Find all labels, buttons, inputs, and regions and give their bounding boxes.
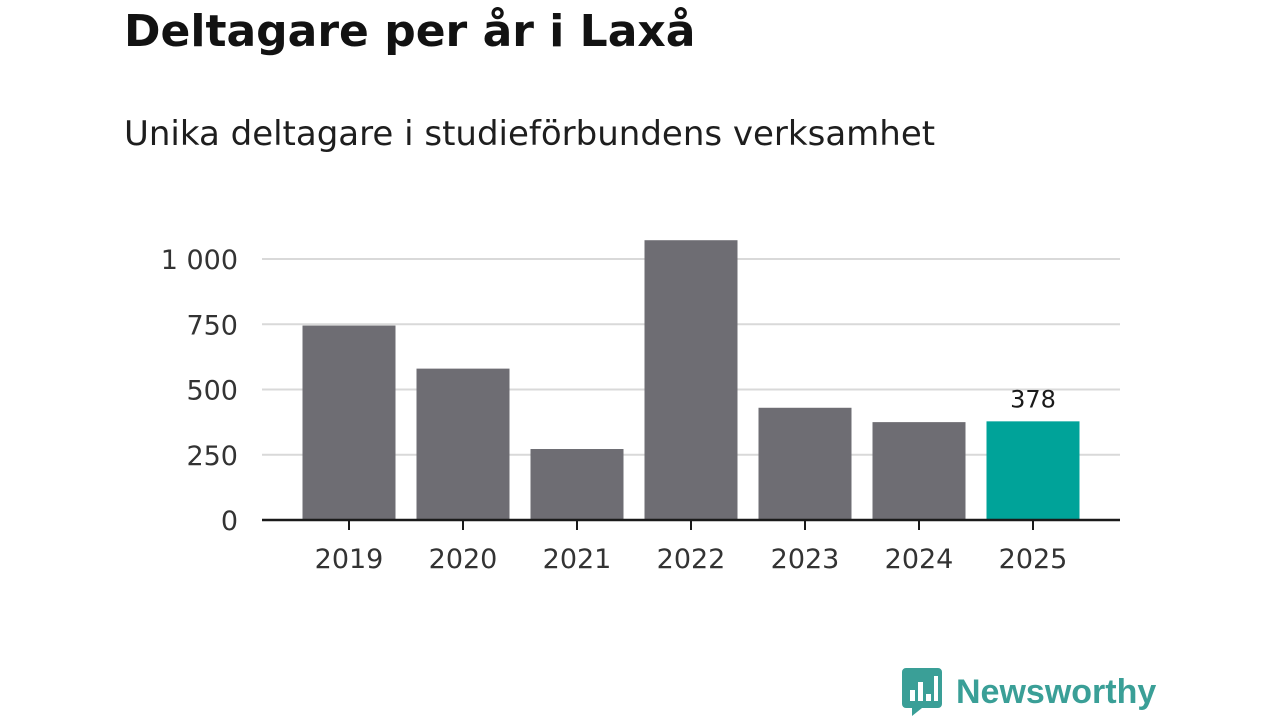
y-tick-label-0: 0 — [221, 506, 238, 537]
x-tick-label-2021: 2021 — [543, 544, 612, 575]
chart-title: Deltagare per år i Laxå — [124, 6, 696, 57]
x-tick-label-2020: 2020 — [429, 544, 498, 575]
bar-2020 — [416, 368, 510, 520]
y-tick-label-1000: 1 000 — [161, 245, 238, 276]
bar-2025 — [986, 421, 1080, 520]
x-tick-label-2025: 2025 — [999, 544, 1068, 575]
newsworthy-logo-icon — [902, 668, 942, 716]
bar-2024 — [872, 422, 966, 520]
chart-subtitle: Unika deltagare i studieförbundens verks… — [124, 114, 936, 154]
data-label-2025: 378 — [1010, 385, 1056, 413]
y-tick-label-500: 500 — [186, 376, 238, 407]
x-tick-label-2023: 2023 — [771, 544, 840, 575]
x-tick-label-2019: 2019 — [315, 544, 384, 575]
bar-2021 — [530, 449, 624, 520]
bar-2022 — [644, 240, 738, 520]
bar-2023 — [758, 407, 852, 520]
brand-name: Newsworthy — [956, 672, 1157, 711]
bar-chart: 0 250 500 750 1 000 2019 2020 2021 2022 2023 2024 2… — [161, 240, 1120, 575]
y-tick-label-250: 250 — [186, 441, 238, 472]
newsworthy-logo: Newsworthy — [902, 668, 1156, 716]
x-tick-label-2022: 2022 — [657, 544, 726, 575]
x-tick-label-2024: 2024 — [885, 544, 954, 575]
bar-2019 — [302, 325, 396, 520]
y-tick-label-750: 750 — [186, 310, 238, 341]
